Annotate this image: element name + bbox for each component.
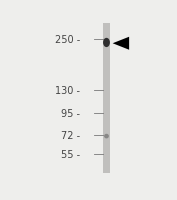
Text: 55 -: 55 - xyxy=(61,149,80,159)
Text: 130 -: 130 - xyxy=(55,85,80,95)
Polygon shape xyxy=(113,38,129,50)
Ellipse shape xyxy=(103,39,110,48)
Text: 72 -: 72 - xyxy=(61,131,80,141)
Text: 95 -: 95 - xyxy=(61,108,80,118)
Bar xyxy=(103,24,110,173)
Ellipse shape xyxy=(104,134,109,139)
Text: 250 -: 250 - xyxy=(55,35,80,45)
